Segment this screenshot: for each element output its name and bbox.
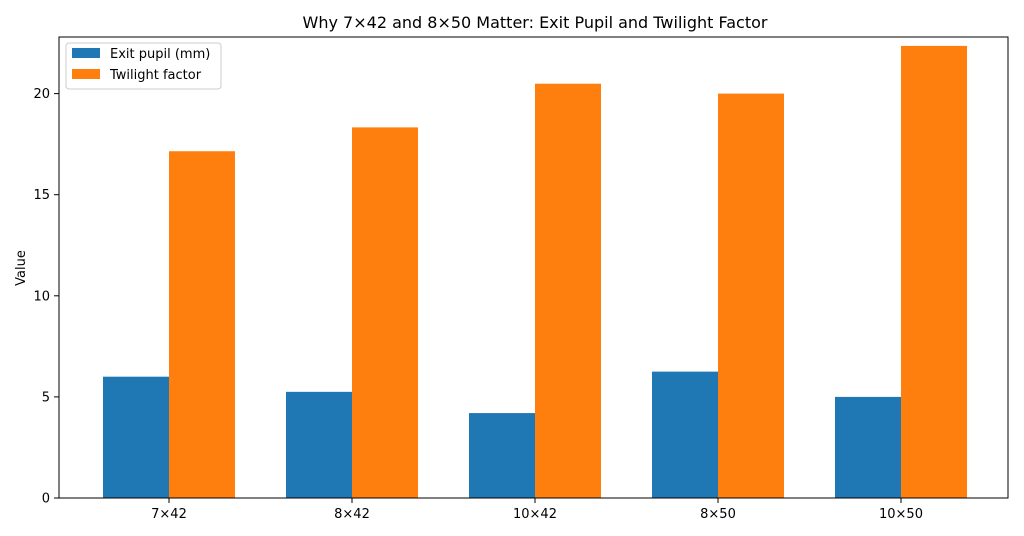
bar-exit-pupil-1 (286, 391, 352, 498)
bar-twilight-factor-0 (169, 151, 235, 499)
bar-twilight-factor-3 (718, 93, 784, 498)
bar-exit-pupil-0 (103, 376, 169, 498)
legend-label-0: Exit pupil (mm) (110, 47, 210, 62)
bar-exit-pupil-4 (835, 396, 901, 498)
x-tick-label-1: 8×42 (334, 507, 370, 522)
x-tick-label-3: 8×50 (700, 507, 736, 522)
legend-swatch-1 (72, 69, 100, 79)
legend-box (65, 42, 222, 90)
x-tick-label-0: 7×42 (151, 507, 187, 522)
y-tick-label-1: 5 (42, 390, 50, 405)
x-tick-label-4: 10×50 (879, 507, 923, 522)
bar-exit-pupil-2 (469, 413, 535, 498)
bar-twilight-factor-1 (352, 127, 418, 499)
bar-exit-pupil-3 (652, 371, 718, 498)
chart-title: Why 7×42 and 8×50 Matter: Exit Pupil and… (303, 13, 768, 32)
x-tick-label-2: 10×42 (513, 507, 557, 522)
y-tick-label-4: 20 (33, 87, 50, 102)
legend-swatch-0 (72, 48, 100, 58)
y-tick-label-3: 15 (33, 188, 50, 203)
plot-frame (58, 36, 1009, 499)
legend: Exit pupil (mm) Twilight factor (65, 42, 222, 90)
y-tick-label-0: 0 (42, 492, 50, 507)
y-tick-label-2: 10 (33, 289, 50, 304)
legend-label-1: Twilight factor (109, 68, 202, 83)
y-ticks: 0 5 10 15 20 (33, 87, 59, 507)
bar-twilight-factor-2 (535, 83, 601, 499)
bars-group (103, 45, 967, 499)
bar-twilight-factor-4 (901, 45, 967, 499)
y-axis-label: Value (14, 250, 29, 286)
x-ticks: 7×42 8×42 10×42 8×50 10×50 (151, 498, 923, 522)
